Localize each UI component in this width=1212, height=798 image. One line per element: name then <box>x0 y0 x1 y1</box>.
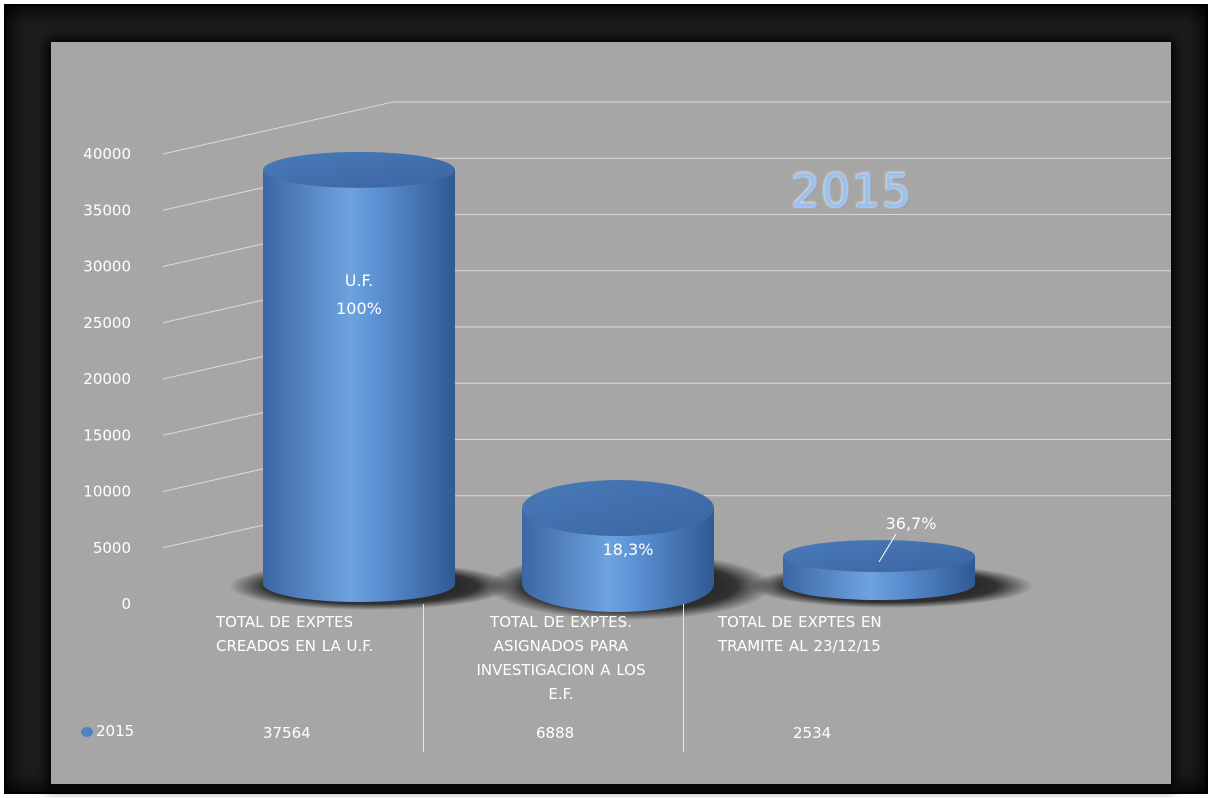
y-tick-label: 0 <box>121 595 131 613</box>
legend-series-name: 2015 <box>96 722 135 740</box>
bar-0 <box>263 169 455 602</box>
plot-svg: 0 5000 10000 15000 20000 25000 30000 35000 40000… <box>83 101 1171 620</box>
category-label-2-line-0: TOTAL DE EXPTES EN <box>718 613 882 631</box>
data-table-value-1: 6888 <box>536 724 575 742</box>
category-label-0-line-0: TOTAL DE EXPTES <box>216 613 354 631</box>
data-label-0-line-1: 100% <box>336 299 382 318</box>
y-tick-label: 25000 <box>83 314 131 332</box>
category-label-1: TOTAL DE EXPTES. ASIGNADOS PARA INVESTIG… <box>456 610 666 706</box>
data-label-2: 36,7% <box>886 514 937 533</box>
bar-1 <box>522 508 714 612</box>
chart-area: 0 5000 10000 15000 20000 25000 30000 35000 40000… <box>51 42 1171 784</box>
category-label-0: TOTAL DE EXPTES CREADOS EN LA U.F. <box>216 610 373 658</box>
data-table-divider <box>683 604 684 752</box>
y-tick-label: 35000 <box>83 201 131 219</box>
bar-top-1 <box>522 480 714 537</box>
y-tick-label: 10000 <box>83 483 131 501</box>
data-label-0-line-0: U.F. <box>345 271 374 290</box>
y-tick-label: 40000 <box>83 145 131 163</box>
y-tick-label: 30000 <box>83 258 131 276</box>
data-table-value-0: 37564 <box>263 724 311 742</box>
data-table-divider <box>423 604 424 752</box>
chart-title: 2015 <box>791 164 913 218</box>
category-label-1-line-3: E.F. <box>548 685 574 703</box>
category-label-1-line-2: INVESTIGACION A LOS <box>476 661 646 679</box>
chart-frame: 0 5000 10000 15000 20000 25000 30000 35000 40000… <box>4 4 1208 794</box>
category-label-2: TOTAL DE EXPTES EN TRAMITE AL 23/12/15 <box>718 610 882 658</box>
category-label-0-line-1: CREADOS EN LA U.F. <box>216 637 374 655</box>
legend-swatch <box>81 726 93 737</box>
category-label-1-line-0: TOTAL DE EXPTES. <box>490 613 632 631</box>
bar-top-2 <box>783 540 975 573</box>
bar-top-0 <box>263 151 455 188</box>
category-label-1-line-1: ASIGNADOS PARA <box>493 637 629 655</box>
category-label-2-line-1: TRAMITE AL 23/12/15 <box>718 637 881 655</box>
gridline-side <box>162 101 394 155</box>
y-tick-label: 20000 <box>83 370 131 388</box>
data-label-leader <box>878 533 897 563</box>
legend: 2015 <box>81 722 134 740</box>
y-tick-label: 15000 <box>83 426 131 444</box>
data-table-value-2: 2534 <box>793 724 832 742</box>
data-label-1: 18,3% <box>603 540 654 559</box>
y-tick-label: 5000 <box>93 539 131 557</box>
